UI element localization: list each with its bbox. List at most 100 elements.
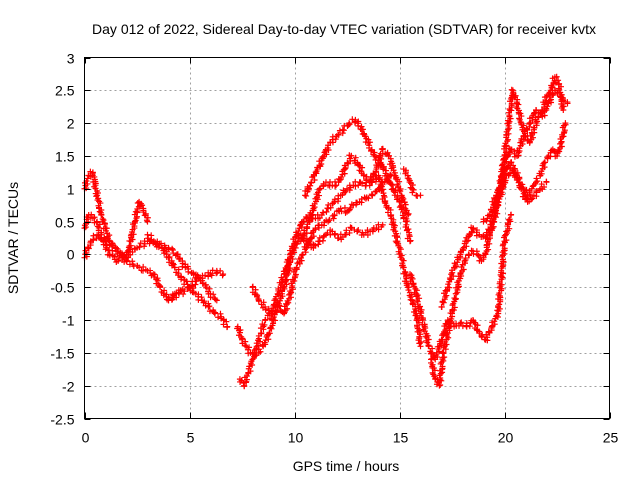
data-point-interp	[212, 309, 219, 316]
data-point-interp	[269, 310, 276, 317]
data-point-interp	[555, 77, 562, 84]
y-tick-labels: -2.5 -2 -1.5 -1 -0.5 0 0.5 1 1.5 2 2.5 3	[50, 51, 74, 428]
data-point-interp	[503, 128, 510, 135]
data-point-interp	[220, 321, 227, 328]
data-point-interp	[510, 162, 517, 169]
y-tick-label: 2	[67, 116, 75, 132]
data-point-interp	[392, 175, 399, 182]
data-point-interp	[382, 200, 389, 207]
data-point-interp	[140, 207, 147, 214]
data-point-interp	[291, 274, 298, 281]
data-point-interp	[115, 248, 122, 255]
data-point-interp	[414, 192, 421, 199]
data-point-interp	[473, 227, 480, 234]
data-point-interp	[238, 333, 245, 340]
data-point-interp	[541, 104, 548, 111]
data-point-interp	[409, 189, 416, 196]
data-point-interp	[446, 284, 453, 291]
data-point-interp	[95, 224, 102, 231]
data-point-interp	[363, 177, 370, 184]
data-point-interp	[368, 147, 375, 154]
data-point-interp	[311, 176, 318, 183]
data-point-interp	[505, 136, 512, 143]
y-tick-label: 2.5	[55, 83, 75, 99]
data-point-interp	[312, 169, 319, 176]
data-point-interp	[442, 338, 449, 345]
y-tick-label: -0.5	[50, 280, 74, 296]
data-point-interp	[406, 233, 413, 240]
data-point	[543, 179, 550, 186]
data-point-interp	[555, 146, 562, 153]
data-point-interp	[268, 307, 275, 314]
data-point-interp	[491, 200, 498, 207]
data-point-interp	[558, 98, 565, 105]
data-point-interp	[311, 200, 318, 207]
data-point-interp	[201, 298, 208, 305]
data-point-interp	[314, 189, 321, 196]
data-point	[379, 221, 386, 228]
data-point-interp	[97, 200, 104, 207]
data-point-interp	[332, 136, 339, 143]
data-point-interp	[471, 319, 478, 326]
data-point-interp	[298, 254, 305, 261]
data-point-interp	[402, 169, 409, 176]
data-point-interp	[466, 323, 473, 330]
data-point-interp	[521, 128, 528, 135]
data-point	[207, 271, 214, 278]
data-point-interp	[175, 270, 182, 277]
data-point-interp	[217, 267, 224, 274]
data-point-interp	[442, 346, 449, 353]
data-point-interp	[119, 252, 126, 259]
data-point-interp	[474, 322, 481, 329]
data-point-interp	[425, 342, 432, 349]
data-point-interp	[383, 167, 390, 174]
data-point-interp	[504, 164, 511, 171]
data-point-interp	[299, 251, 306, 258]
data-point-interp	[170, 261, 177, 268]
data-point-interp	[316, 234, 323, 241]
data-point-interp	[557, 83, 564, 90]
data-point	[224, 323, 231, 330]
data-point-interp	[364, 227, 371, 234]
data-point-interp	[327, 204, 334, 211]
data-point-interp	[416, 295, 423, 302]
data-point-interp	[319, 237, 326, 244]
data-point-interp	[470, 225, 477, 232]
data-point-interp	[494, 210, 501, 217]
data-point	[507, 212, 514, 219]
data-point-interp	[95, 233, 102, 240]
x-tick-label: 5	[187, 430, 195, 446]
y-tick-label: 0	[67, 247, 75, 263]
data-point-interp	[281, 309, 288, 316]
data-point-interp	[242, 342, 249, 349]
data-point-interp	[544, 154, 551, 161]
data-point-interp	[359, 180, 366, 187]
data-point-interp	[441, 296, 448, 303]
data-point-interp	[278, 279, 285, 286]
data-point-interp	[547, 149, 554, 156]
data-point-interp	[488, 224, 495, 231]
data-point-interp	[305, 217, 312, 224]
data-point	[564, 100, 571, 107]
data-point-interp	[501, 151, 508, 158]
data-point-interp	[400, 264, 407, 271]
data-point-interp	[511, 165, 518, 172]
x-tick-label: 10	[288, 430, 304, 446]
data-point-interp	[171, 264, 178, 271]
data-point-interp	[346, 121, 353, 128]
data-point-interp	[344, 159, 351, 166]
data-point	[354, 228, 361, 235]
data-point	[165, 254, 172, 261]
data-point-interp	[459, 245, 466, 252]
data-point-interp	[255, 335, 262, 342]
data-point-interp	[249, 283, 256, 290]
data-point-interp	[397, 188, 404, 195]
data-point-interp	[466, 252, 473, 259]
plot-frame	[84, 57, 610, 419]
data-point-interp	[541, 184, 548, 191]
data-point-interp	[451, 304, 458, 311]
data-point-interp	[506, 112, 513, 119]
data-point-interp	[285, 261, 292, 268]
data-point-interp	[105, 237, 112, 244]
data-point-interp	[169, 245, 176, 252]
